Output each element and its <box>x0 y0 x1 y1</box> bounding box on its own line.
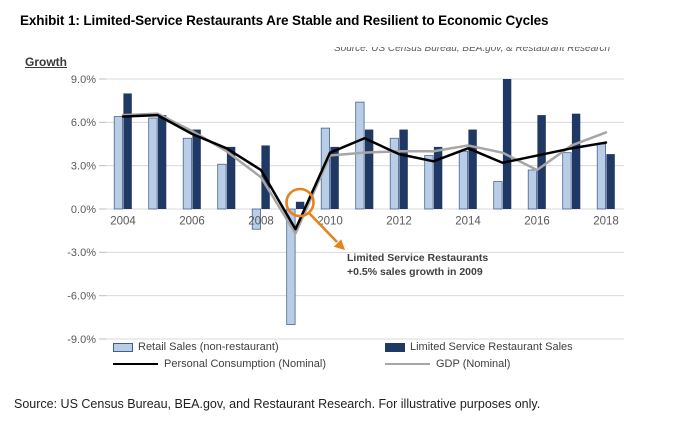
y-tick-label: -6.0% <box>67 290 96 302</box>
legend-label-retail: Retail Sales (non-restaurant) <box>138 341 279 353</box>
legend-item-lsr: Limited Service Restaurant Sales <box>385 341 573 353</box>
bar-retail-2006 <box>182 137 192 210</box>
legend-label-lsr: Limited Service Restaurant Sales <box>410 341 573 353</box>
legend-item-retail: Retail Sales (non-restaurant) <box>113 341 279 353</box>
bar-retail-2014 <box>458 150 468 210</box>
x-tick-label-2012: 2012 <box>386 216 412 228</box>
bar-lsr-2015 <box>502 79 512 209</box>
bar-lsr-2005 <box>157 115 167 209</box>
bar-lsr-2012 <box>399 129 408 209</box>
x-tick-label-2016: 2016 <box>524 216 550 228</box>
x-tick-label-2006: 2006 <box>179 216 205 228</box>
legend-swatch-lsr <box>385 342 405 352</box>
bar-lsr-2006 <box>192 129 201 209</box>
bar-lsr-2018 <box>606 154 615 209</box>
bar-retail-2012 <box>389 137 399 210</box>
y-tick-label: 9.0% <box>71 74 96 86</box>
legend-item-pce: Personal Consumption (Nominal) <box>113 358 326 370</box>
legend-label-gdp: GDP (Nominal) <box>436 358 511 370</box>
y-tick-label: 6.0% <box>71 117 96 129</box>
bar-retail-2017 <box>562 152 572 210</box>
annotation-line1: Limited Service Restaurants <box>347 252 489 264</box>
annotation-arrowhead <box>333 239 345 250</box>
bar-lsr-2009 <box>295 201 305 209</box>
legend-swatch-pce <box>113 362 158 366</box>
bar-lsr-2013 <box>433 146 443 209</box>
legend-item-gdp: GDP (Nominal) <box>385 358 510 370</box>
legend-swatch-gdp <box>385 362 430 366</box>
bar-lsr-2011 <box>364 129 374 209</box>
bar-retail-2011 <box>355 101 365 210</box>
annotation-callout: Limited Service Restaurants +0.5% sales … <box>347 251 488 279</box>
bar-lsr-2010 <box>330 146 339 209</box>
bar-retail-2013 <box>424 155 434 210</box>
y-tick-label: -3.0% <box>67 247 96 259</box>
y-tick-label: -9.0% <box>67 334 96 346</box>
line-pce <box>121 113 608 231</box>
bar-lsr-2004 <box>123 93 132 209</box>
bar-retail-2016 <box>527 169 537 210</box>
annotation-arrow <box>307 211 338 243</box>
x-tick-label-2018: 2018 <box>593 216 619 228</box>
y-tick-label: 3.0% <box>71 160 96 172</box>
legend-label-pce: Personal Consumption (Nominal) <box>164 358 327 370</box>
y-tick-label: 0.0% <box>71 204 96 216</box>
bar-retail-2015 <box>493 181 503 210</box>
bar-retail-2018 <box>596 143 606 210</box>
bar-retail-2007 <box>217 163 227 210</box>
bar-lsr-2014 <box>468 129 477 209</box>
bar-lsr-2016 <box>537 115 546 209</box>
bar-retail-2008 <box>251 208 261 230</box>
y-axis-title: Growth <box>25 55 67 69</box>
bar-lsr-2007 <box>226 146 236 209</box>
bar-lsr-2017 <box>571 113 581 209</box>
x-tick-label-2014: 2014 <box>455 216 481 228</box>
x-tick-label-2008: 2008 <box>248 216 274 228</box>
footer-source-note: Source: US Census Bureau, BEA.gov, and R… <box>14 397 541 411</box>
legend-swatch-retail <box>113 342 133 352</box>
bar-retail-2004 <box>113 116 123 210</box>
bar-retail-2009 <box>286 208 296 325</box>
x-tick-label-2004: 2004 <box>110 216 136 228</box>
x-tick-label-2010: 2010 <box>317 216 343 228</box>
annotation-circle <box>285 187 315 218</box>
chart-source-note: Source: US Census Bureau, BEA.gov, & Res… <box>334 47 611 54</box>
page-title: Exhibit 1: Limited-Service Restaurants A… <box>20 13 549 28</box>
bar-retail-2005 <box>148 117 158 210</box>
annotation-line2: +0.5% sales growth in 2009 <box>347 266 483 278</box>
